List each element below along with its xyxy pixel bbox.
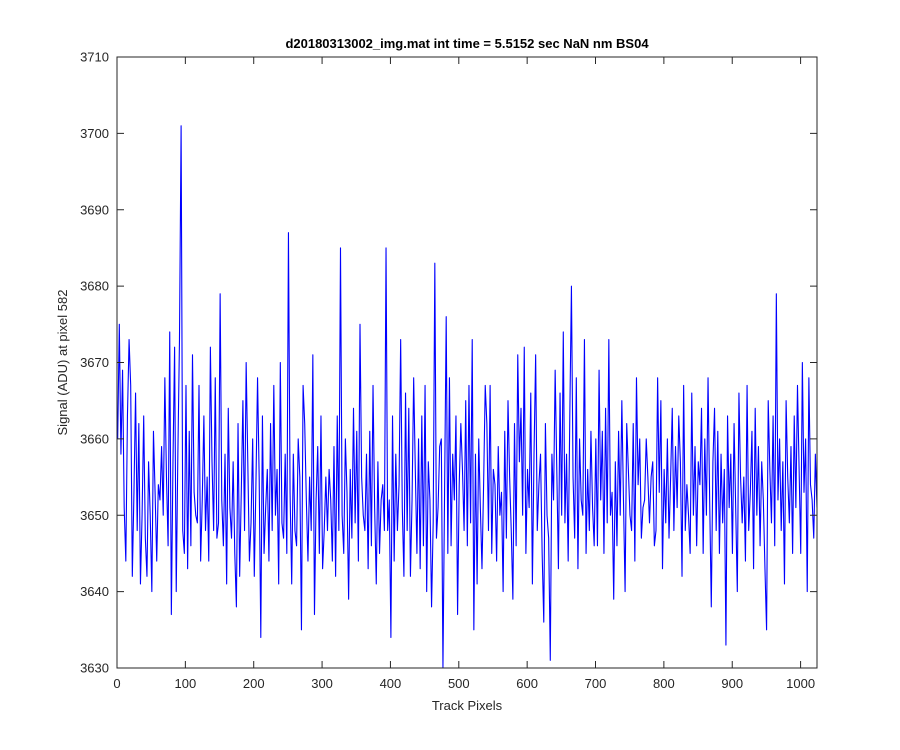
x-tick-label: 600 — [516, 676, 538, 691]
x-tick-label: 700 — [585, 676, 607, 691]
y-tick-label: 3650 — [80, 508, 109, 523]
y-tick-label: 3670 — [80, 355, 109, 370]
y-tick-label: 3700 — [80, 126, 109, 141]
y-tick-label: 3640 — [80, 584, 109, 599]
x-tick-label: 500 — [448, 676, 470, 691]
x-tick-label: 0 — [113, 676, 120, 691]
x-tick-label: 300 — [311, 676, 333, 691]
x-tick-label: 200 — [243, 676, 265, 691]
y-tick-label: 3630 — [80, 661, 109, 676]
x-tick-label: 800 — [653, 676, 675, 691]
x-tick-label: 900 — [721, 676, 743, 691]
y-tick-label: 3710 — [80, 50, 109, 65]
x-tick-label: 100 — [175, 676, 197, 691]
series-layer — [117, 125, 818, 669]
series-line-0 — [117, 125, 818, 669]
chart-title: d20180313002_img.mat int time = 5.5152 s… — [285, 36, 649, 51]
y-tick-label: 3680 — [80, 279, 109, 294]
x-axis-title: Track Pixels — [432, 698, 503, 713]
x-tick-label: 400 — [380, 676, 402, 691]
y-axis-title: Signal (ADU) at pixel 582 — [55, 290, 70, 436]
tick-layer: 0 100 200 300 400 500 600 700 800 900 1000 3630 3640… — [80, 50, 817, 691]
x-tick-label: 1000 — [786, 676, 815, 691]
y-tick-label: 3690 — [80, 202, 109, 217]
plot-area — [117, 57, 817, 668]
y-tick-label: 3660 — [80, 431, 109, 446]
